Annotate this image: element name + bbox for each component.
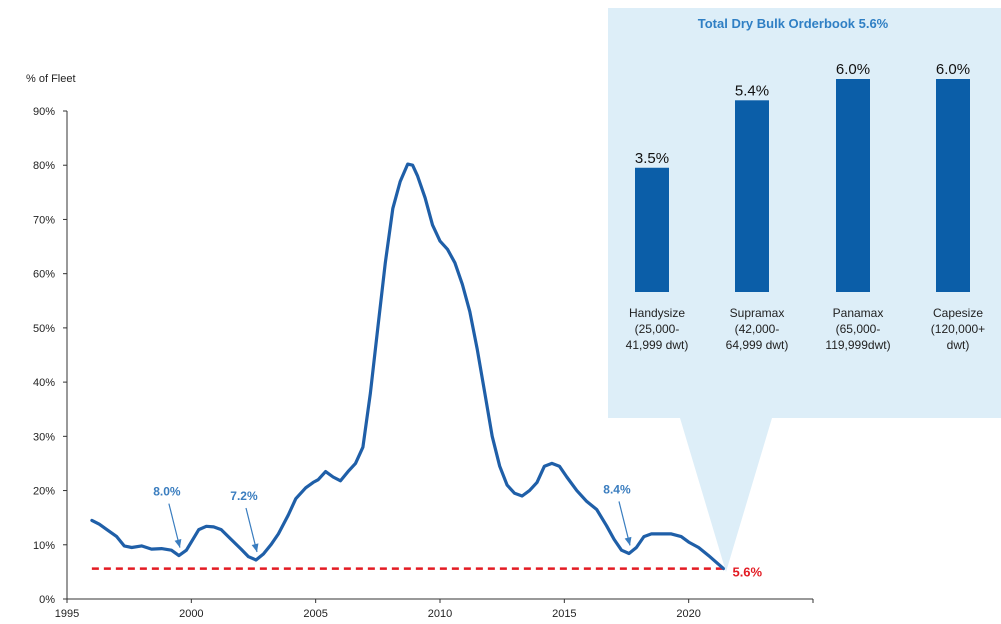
category-label: 64,999 dwt) — [726, 338, 789, 352]
bar — [836, 79, 870, 292]
bars-layer: 3.5% Handysize (25,000- 41,999 dwt) 5.4% Supr… — [626, 61, 986, 352]
inset-callout-background — [608, 8, 1001, 572]
orderbook-inset: Total Dry Bulk Orderbook 5.6% 3.5% Handys… — [608, 8, 1001, 572]
category-label: (65,000- — [836, 322, 881, 336]
y-tick-label: 60% — [33, 269, 55, 281]
bar-data-label: 5.4% — [735, 82, 769, 99]
annotation-label: 7.2% — [230, 489, 258, 503]
x-tick-label: 1995 — [55, 608, 79, 620]
annotation-arrowhead — [251, 543, 259, 552]
y-tick-label: 70% — [33, 214, 55, 226]
bar-data-label: 6.0% — [936, 61, 970, 78]
y-tick-label: 40% — [33, 377, 55, 389]
category-label: Handysize — [629, 306, 685, 320]
category-label: 41,999 dwt) — [626, 338, 689, 352]
series-layer — [90, 162, 726, 571]
x-tick-label: 2005 — [303, 608, 327, 620]
bar-data-label: 6.0% — [836, 61, 870, 78]
category-label: Capesize — [933, 306, 983, 320]
bar — [635, 167, 669, 292]
category-label: (120,000+ — [931, 322, 985, 336]
category-label: (42,000- — [735, 322, 780, 336]
bar — [735, 100, 769, 292]
bar-data-label: 3.5% — [635, 150, 669, 167]
x-tick-label: 2010 — [428, 608, 452, 620]
annotation-label: 8.0% — [153, 485, 181, 499]
category-label: Panamax — [833, 306, 884, 320]
bar — [936, 79, 970, 292]
y-tick-label: 30% — [33, 431, 55, 443]
y-axis: 0% 10% 20% 30% 40% 50% 60% 70% 80% 90% — [33, 106, 68, 606]
y-tick-label: 50% — [33, 323, 55, 335]
y-tick-label: 0% — [39, 594, 55, 606]
y-tick-label: 10% — [33, 540, 55, 552]
orderbook-series-line — [90, 162, 726, 571]
annotation-arrowhead — [624, 536, 632, 546]
fleet-orderbook-line-chart: % of Fleet 0% 10% 20% 30% 40% 50% 60% 70% 80% 90%… — [26, 73, 814, 620]
category-label: dwt) — [947, 338, 970, 352]
y-axis-label: % of Fleet — [26, 73, 76, 85]
y-tick-label: 90% — [33, 106, 55, 118]
y-tick-label: 80% — [33, 160, 55, 172]
category-label: Supramax — [730, 306, 785, 320]
x-tick-label: 2015 — [552, 608, 576, 620]
current-value-label: 5.6% — [732, 565, 762, 580]
annotation-arrowhead — [174, 539, 182, 548]
category-label: (25,000- — [635, 322, 680, 336]
annotations-layer: 8.0% 7.2% 8.4% — [153, 482, 632, 553]
category-label: 119,999dwt) — [825, 338, 890, 352]
inset-title: Total Dry Bulk Orderbook 5.6% — [698, 16, 889, 31]
annotation-label: 8.4% — [603, 482, 631, 496]
x-tick-label: 2020 — [676, 608, 700, 620]
x-axis: 1995 2000 2005 2010 2015 2020 — [55, 598, 814, 620]
reference-line: 5.6% — [91, 565, 763, 580]
x-tick-label: 2000 — [179, 608, 203, 620]
y-tick-label: 20% — [33, 486, 55, 498]
